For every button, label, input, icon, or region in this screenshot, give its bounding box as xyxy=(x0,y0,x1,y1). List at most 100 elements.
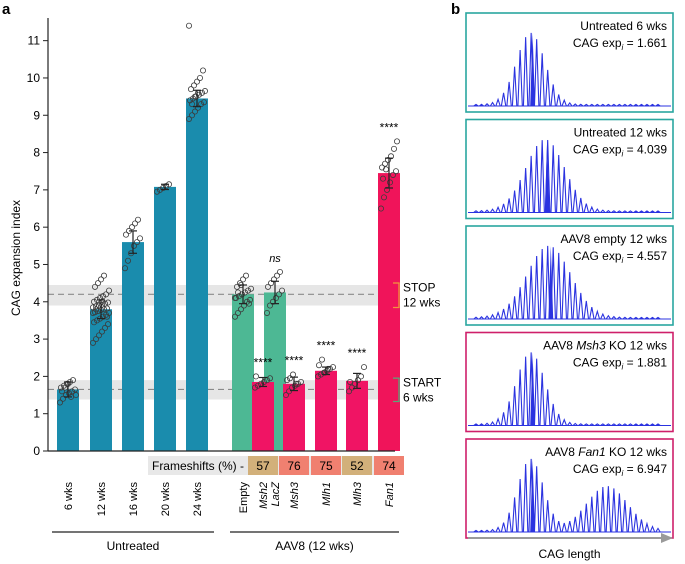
x-tick-label: LacZ xyxy=(270,481,282,507)
trace-metric-sub: i xyxy=(622,256,624,265)
x-tick-label: Mlh3 xyxy=(352,481,364,506)
data-point xyxy=(377,205,384,212)
data-point xyxy=(278,287,285,294)
data-point xyxy=(383,186,390,193)
trace-metric: CAG expi = 4.039 xyxy=(573,143,668,159)
data-point xyxy=(90,339,97,346)
data-point xyxy=(234,289,241,296)
data-point xyxy=(104,305,111,312)
bar-16-wks xyxy=(122,242,144,451)
y-tick-label: 7 xyxy=(33,183,40,197)
data-point xyxy=(267,280,274,287)
trace-title-gene: Fan1 xyxy=(578,445,605,459)
data-point xyxy=(264,283,271,290)
trace-title: AAV8 empty 12 wks xyxy=(561,232,668,246)
trace-peaks xyxy=(468,245,671,320)
data-point xyxy=(92,283,99,290)
data-point xyxy=(98,276,105,283)
data-point xyxy=(260,378,267,385)
data-point xyxy=(198,89,205,96)
data-point xyxy=(389,171,396,178)
x-tick-labels: 6 wks 12 wks 16 wks 20 wks 24 wks Empty LacZMs… xyxy=(63,481,396,517)
significance-label: **** xyxy=(380,120,399,134)
data-point xyxy=(105,321,112,328)
trace-panel: AAV8 Msh3 KO 12 wks CAG expi = 1.881 xyxy=(465,331,674,433)
trace-panel-frame xyxy=(465,118,674,220)
data-point xyxy=(91,298,98,305)
y-tick-label: 0 xyxy=(33,444,40,458)
reference-label-start: START xyxy=(403,375,442,389)
data-point xyxy=(243,298,250,305)
significance-label: ns xyxy=(269,253,281,265)
y-tick-label: 1 xyxy=(33,407,40,421)
y-tick-label: 4 xyxy=(33,295,40,309)
trace-metric: CAG expi = 6.947 xyxy=(573,462,668,478)
data-point xyxy=(105,299,112,306)
data-point xyxy=(246,296,253,303)
data-point xyxy=(69,388,76,395)
data-point xyxy=(254,382,261,389)
error-bars xyxy=(64,89,393,398)
x-tick-label: 6 wks xyxy=(63,482,75,511)
data-point xyxy=(134,216,141,223)
data-point xyxy=(393,138,400,145)
data-point xyxy=(266,375,273,382)
data-point xyxy=(91,319,98,326)
data-point xyxy=(122,265,129,272)
data-point xyxy=(196,74,203,81)
data-point xyxy=(128,224,135,231)
trace-metric-sub: i xyxy=(622,363,624,372)
x-tick-label: Empty xyxy=(238,482,250,514)
frameshift-row: Frameshifts (%) - 57 76 75 52 74 xyxy=(148,456,404,475)
data-point xyxy=(125,257,132,264)
data-point xyxy=(93,336,100,343)
data-point xyxy=(354,377,361,384)
trace-panel-frame xyxy=(465,331,674,433)
trace-metric: CAG expi = 1.881 xyxy=(573,356,668,372)
data-point xyxy=(326,365,333,372)
data-point xyxy=(283,377,290,384)
y-tick-label: 10 xyxy=(27,71,41,85)
data-point xyxy=(130,242,137,249)
data-point xyxy=(237,306,244,313)
trace-title-prefix: AAV8 xyxy=(545,445,578,459)
data-point xyxy=(185,115,192,122)
frameshift-value: 75 xyxy=(319,459,333,473)
x-tick-label: Msh2 xyxy=(258,482,270,509)
data-point xyxy=(193,78,200,85)
trace-title: AAV8 Fan1 KO 12 wks xyxy=(545,445,667,459)
bar-12-wks xyxy=(90,309,112,451)
data-point xyxy=(199,67,206,74)
data-point xyxy=(190,82,197,89)
data-point xyxy=(252,373,259,380)
data-point xyxy=(136,235,143,242)
reference-sublabel: 6 wks xyxy=(403,390,434,404)
bar-empty xyxy=(232,294,254,451)
data-point xyxy=(194,104,201,111)
data-point xyxy=(346,378,353,385)
x-axis-title-b: CAG length xyxy=(538,547,600,561)
data-point xyxy=(185,22,192,29)
trace-title-suffix: KO 12 wks xyxy=(606,445,667,459)
data-point xyxy=(231,295,238,302)
data-point xyxy=(95,280,102,287)
reference-label-stop: STOP xyxy=(403,280,435,294)
data-point xyxy=(345,388,352,395)
bar-msh3 xyxy=(283,383,305,451)
data-point xyxy=(275,291,282,298)
trace-metric-name: CAG exp xyxy=(573,36,622,50)
data-point xyxy=(329,364,336,371)
bar-24-wks xyxy=(186,98,208,452)
y-tick-label: 9 xyxy=(33,108,40,122)
frameshift-cell xyxy=(342,456,372,475)
data-point xyxy=(276,268,283,275)
data-point xyxy=(392,168,399,175)
trace-title-suffix: KO 12 wks xyxy=(606,339,667,353)
bar-fan1 xyxy=(378,173,400,451)
trace-metric-name: CAG exp xyxy=(573,143,622,157)
axes: 0 1 2 3 4 5 6 7 8 9 10 11 xyxy=(27,18,395,458)
data-points xyxy=(57,22,400,406)
data-point xyxy=(60,395,67,402)
